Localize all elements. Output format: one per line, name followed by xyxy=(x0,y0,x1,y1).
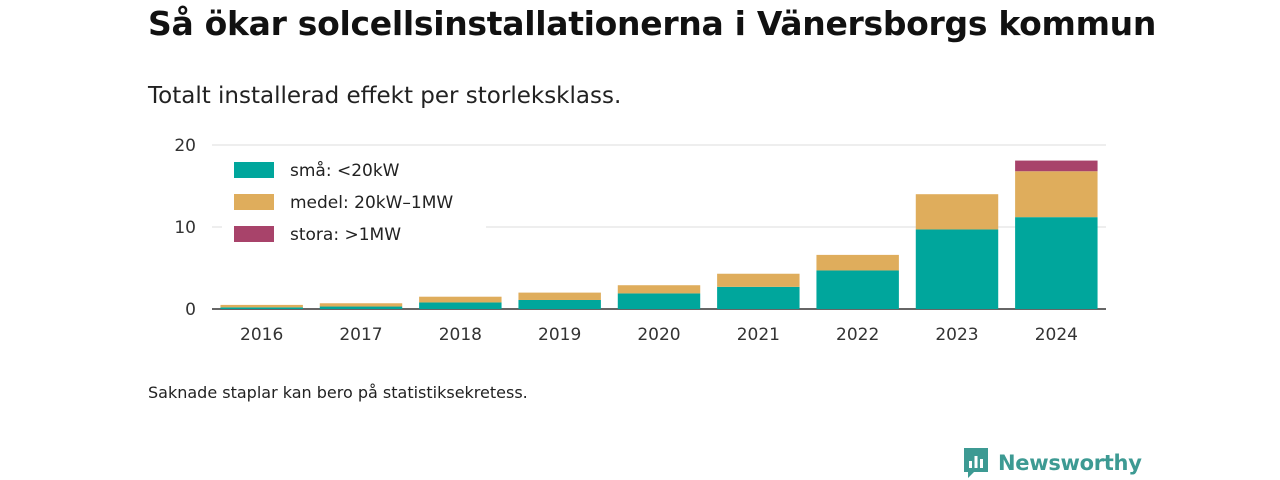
y-tick-label: 10 xyxy=(174,218,196,238)
bar-segment xyxy=(220,304,303,308)
bars xyxy=(220,160,1098,309)
bar-segment xyxy=(220,307,303,309)
bar-segment xyxy=(319,306,403,309)
bar-segment xyxy=(419,302,502,309)
x-tick-label: 2022 xyxy=(836,325,879,345)
legend-label: stora: >1MW xyxy=(290,225,401,245)
bar-segment xyxy=(1015,171,1098,218)
x-tick-label: 2016 xyxy=(240,325,283,345)
bar-segment xyxy=(617,293,701,309)
bar-segment xyxy=(518,292,601,300)
bar-segment xyxy=(1015,160,1098,172)
y-tick-label: 0 xyxy=(185,300,196,320)
x-tick-label: 2024 xyxy=(1035,325,1078,345)
bar-segment xyxy=(717,273,800,287)
x-tick-label: 2023 xyxy=(935,325,978,345)
bar-segment xyxy=(717,286,800,309)
y-tick-labels: 0 10 20 xyxy=(174,136,196,320)
legend-swatch xyxy=(234,194,274,210)
chart-title: Så ökar solcellsinstallationerna i Väner… xyxy=(148,4,1157,43)
bar-segment xyxy=(617,285,701,294)
legend-label: små: <20kW xyxy=(290,160,400,181)
x-tick-label: 2019 xyxy=(538,325,581,345)
newsworthy-logo: Newsworthy xyxy=(962,446,1142,480)
y-tick-label: 20 xyxy=(174,136,196,156)
footnote: Saknade staplar kan bero på statistiksek… xyxy=(148,383,528,402)
legend-swatch xyxy=(234,226,274,242)
x-tick-label: 2020 xyxy=(637,325,680,345)
legend: små: <20kW medel: 20kW–1MW stora: >1MW xyxy=(222,154,486,245)
legend-swatch xyxy=(234,162,274,178)
x-tick-label: 2017 xyxy=(339,325,382,345)
newsworthy-logo-icon xyxy=(964,448,988,478)
bar-segment xyxy=(419,296,502,303)
bar-segment xyxy=(1015,217,1098,309)
bar-segment xyxy=(518,299,601,309)
legend-label: medel: 20kW–1MW xyxy=(290,193,453,213)
x-tick-label: 2021 xyxy=(737,325,780,345)
bar-segment xyxy=(816,254,899,271)
chart-subtitle: Totalt installerad effekt per storlekskl… xyxy=(148,83,622,109)
bar-segment xyxy=(816,270,899,309)
x-tick-label: 2018 xyxy=(439,325,482,345)
bar-segment xyxy=(915,194,999,230)
bar-segment xyxy=(319,303,403,307)
bar-segment xyxy=(915,229,999,309)
x-tick-labels: 2016 2017 2018 2019 2020 2021 2022 2023 2024 xyxy=(240,325,1078,345)
brand-name: Newsworthy xyxy=(998,451,1142,475)
